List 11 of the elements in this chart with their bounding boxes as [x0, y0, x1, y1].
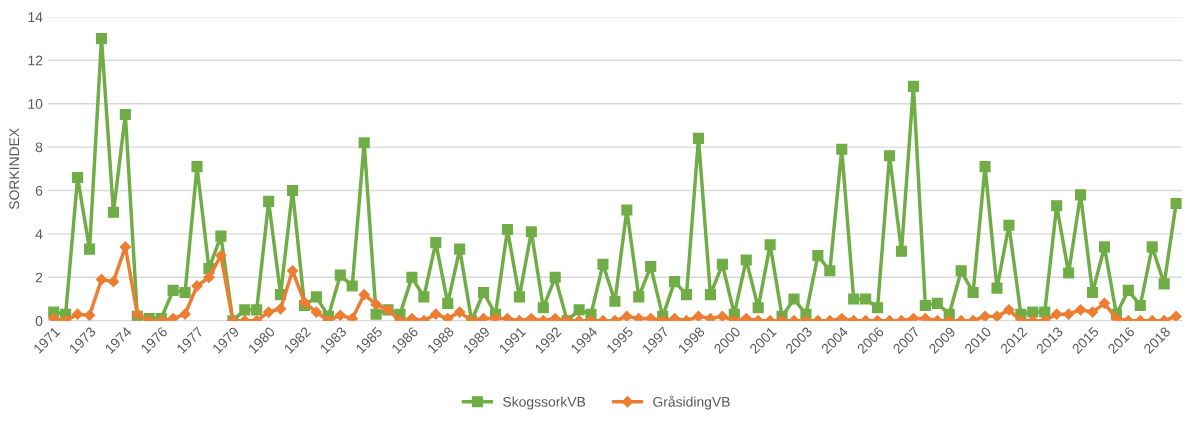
y-tick-label: 4 — [35, 229, 43, 239]
y-tick-label: 6 — [35, 185, 43, 196]
y-axis-title: SORKINDEX — [9, 128, 20, 210]
y-tick-label: 12 — [28, 55, 43, 66]
y-tick-label: 10 — [28, 99, 43, 109]
y-tick-label: 2 — [35, 272, 43, 283]
y-tick-label: 8 — [35, 142, 43, 153]
y-tick-label: 14 — [28, 12, 43, 22]
y-tick-label: 0 — [35, 316, 43, 326]
legend-label: GråsidingVB — [653, 395, 730, 410]
legend-label: SkogssorkVB — [503, 396, 586, 410]
